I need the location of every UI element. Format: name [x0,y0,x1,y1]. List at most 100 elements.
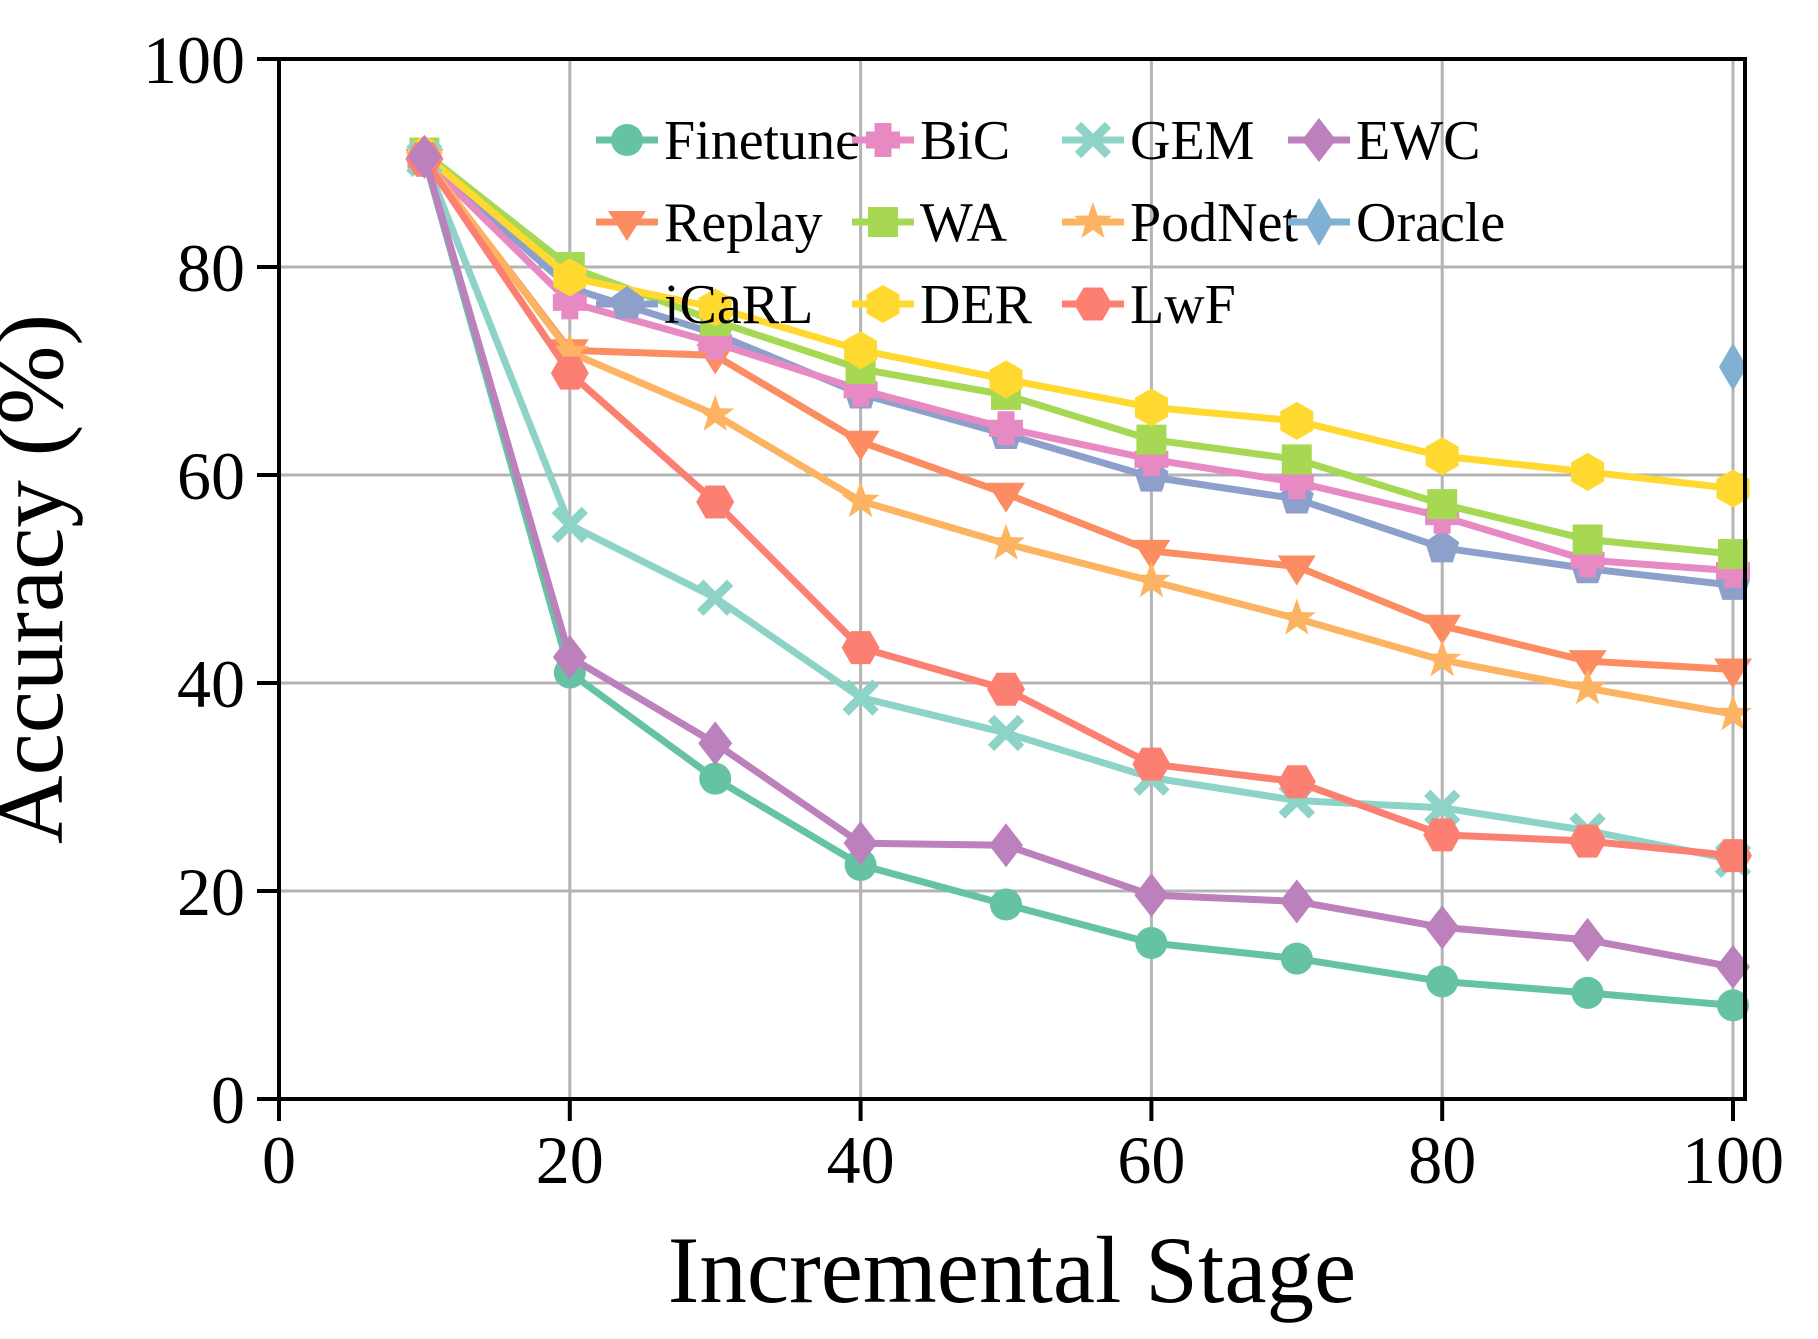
marker-plus [989,411,1023,446]
marker-hexagon [1134,388,1168,427]
x-tick-label-20: 20 [536,1122,604,1198]
marker-circle [990,888,1022,921]
marker-square [1572,524,1603,555]
axes [257,57,1747,1121]
marker-hexagon-rot [1277,765,1316,799]
marker-circle [699,762,732,795]
marker-circle [1717,989,1749,1022]
x-tick-label-0: 0 [262,1122,296,1198]
legend-label-oracle: Oracle [1356,192,1505,254]
marker-triangle-down [1423,614,1462,645]
y-tick-label-60: 60 [177,438,245,514]
series-line-gem [421,157,1734,864]
marker-hexagon-rot [1132,747,1171,781]
legend-item-lwf: LwF [1062,274,1236,336]
marker-triangle-down [1568,650,1607,681]
series-line-ewc [421,155,1734,971]
marker-pentagon [1425,529,1460,563]
marker-circle [1571,976,1604,1009]
marker-x [1424,789,1461,826]
marker-star [1568,668,1607,705]
marker-hexagon [553,258,587,297]
marker-star [696,394,735,431]
series-ewc [407,134,1750,989]
marker-diamond [407,134,442,179]
marker-hexagon-rot [1714,839,1752,873]
marker-star [550,332,589,369]
marker-star [1713,694,1753,731]
marker-plus [866,123,900,157]
legend-label-podnet: PodNet [1130,192,1298,254]
marker-hexagon [698,288,732,327]
legend-item-bic: BiC [852,110,1010,172]
marker-square [1136,424,1167,455]
series-line-finetune [421,156,1734,1009]
marker-hexagon-rot [841,631,880,665]
legend: Finetune Replay iCaRL BiC WA DER GEM PodNet LwF E… [596,110,1505,336]
marker-plus [552,285,587,320]
marker-circle [1426,965,1459,998]
legend-item-gem: GEM [1062,110,1254,172]
legend-label-gem: GEM [1130,110,1254,172]
series-line-lwf [421,156,1734,860]
y-tick-label-0: 0 [211,1062,245,1138]
marker-star [1073,202,1113,239]
legend-item-ewc: EWC [1288,110,1480,172]
legend-label-finetune: Finetune [664,110,860,172]
marker-hexagon-rot [987,672,1025,706]
x-tick-label-40: 40 [827,1122,895,1198]
marker-hexagon-rot [1423,818,1462,852]
marker-diamond [698,721,733,766]
series-lwf [405,142,1752,873]
marker-triangle-down [987,482,1025,513]
tick-labels: 0 20 40 60 80 100 0 20 40 60 80 100 [143,22,1784,1198]
series-line-der [422,152,1734,492]
marker-diamond [1716,944,1750,989]
series-line-podnet [421,156,1734,718]
marker-hexagon [1571,452,1605,491]
marker-hexagon [1280,401,1314,440]
legend-label-der: DER [920,274,1033,336]
marker-diamond [1134,873,1169,918]
marker-circle [1280,942,1313,975]
marker-star [1132,561,1171,598]
marker-star [841,481,880,518]
marker-star [986,523,1026,560]
legend-item-finetune: Finetune [596,110,860,172]
marker-diamond [1302,118,1336,162]
marker-triangle-down [608,211,646,241]
marker-hexagon [989,360,1023,399]
marker-diamond [1570,917,1605,962]
marker-hexagon [1716,469,1750,508]
series-line-icarl [422,156,1734,589]
legend-item-replay: Replay [596,192,823,254]
marker-hexagon [1425,437,1459,476]
marker-diamond [552,635,587,679]
marker-star [1423,640,1462,677]
x-axis-label: Incremental Stage [668,1217,1356,1323]
x-tick-label-80: 80 [1408,1122,1476,1198]
marker-hexagon-rot [1568,824,1607,858]
marker-diamond [1425,905,1460,950]
marker-x [987,714,1025,752]
marker-circle [611,124,643,156]
marker-hexagon-rot [1074,287,1112,321]
marker-pentagon [609,286,645,319]
legend-label-icarl: iCaRL [664,274,813,336]
y-tick-label-20: 20 [177,854,245,930]
marker-x [842,679,879,716]
x-tick-label-60: 60 [1117,1122,1185,1198]
marker-triangle-down [841,430,880,461]
marker-circle [1135,927,1168,959]
data-series [405,134,1753,1022]
legend-item-icarl: iCaRL [596,274,813,336]
series-line-bic [421,157,1734,575]
marker-triangle-down [1132,539,1171,570]
marker-thin-diamond [1719,342,1747,391]
marker-thin-diamond [1305,198,1333,246]
marker-triangle-down [1714,658,1752,689]
marker-hexagon [866,285,900,323]
marker-square [1427,489,1458,520]
legend-label-replay: Replay [664,192,823,254]
series-line-replay [421,157,1734,673]
